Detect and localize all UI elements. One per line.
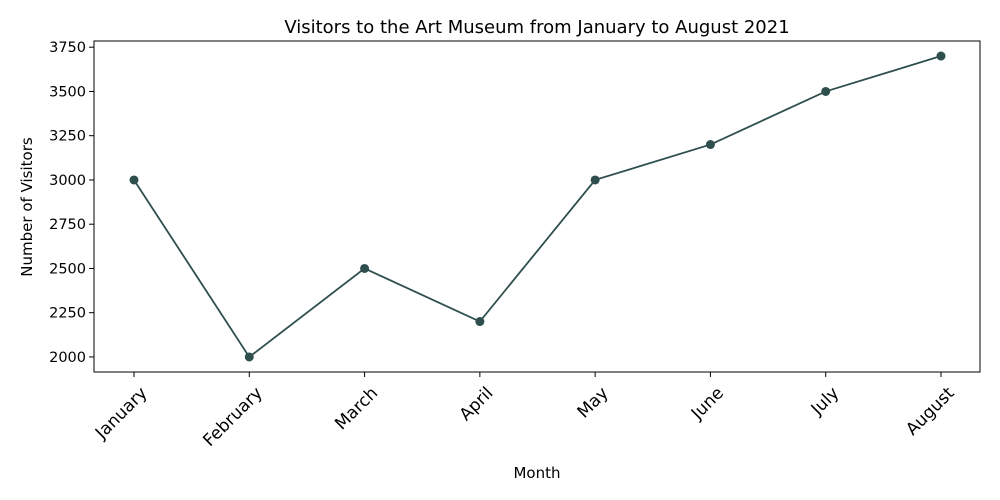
x-tick-label: January xyxy=(91,383,151,443)
x-tick-label: June xyxy=(687,383,728,424)
plot-frame xyxy=(93,40,981,373)
data-point xyxy=(244,352,254,362)
y-tick-label: 3500 xyxy=(49,84,86,100)
data-point xyxy=(360,263,370,273)
y-tick-label: 2500 xyxy=(49,261,86,277)
y-tick-label: 3000 xyxy=(49,173,86,189)
y-tick-label: 2750 xyxy=(49,217,86,233)
y-axis-label: Number of Visitors xyxy=(18,137,36,277)
x-tick-label: May xyxy=(574,383,613,422)
x-axis-label: Month xyxy=(513,464,560,482)
x-tick-label: February xyxy=(199,383,266,450)
y-tick-label: 2250 xyxy=(49,306,86,322)
series-line xyxy=(133,55,942,359)
x-tick-label: April xyxy=(456,383,498,425)
data-point xyxy=(475,317,485,327)
x-tick-label: July xyxy=(807,383,843,419)
y-tick-label: 2000 xyxy=(49,350,86,366)
data-point xyxy=(936,51,946,61)
data-point xyxy=(705,140,715,150)
y-tick-label: 3750 xyxy=(49,40,86,56)
data-point xyxy=(129,175,139,185)
data-point xyxy=(590,175,600,185)
chart-title: Visitors to the Art Museum from January … xyxy=(284,17,789,38)
axis-ticks: 2000 2250 2500 2750 3000 3250 3500 3750 January F… xyxy=(49,40,959,451)
series-layer xyxy=(129,51,946,362)
x-tick-label: August xyxy=(902,383,958,439)
y-tick-label: 3250 xyxy=(49,129,86,145)
data-point xyxy=(821,86,831,96)
x-tick-label: March xyxy=(331,383,382,434)
